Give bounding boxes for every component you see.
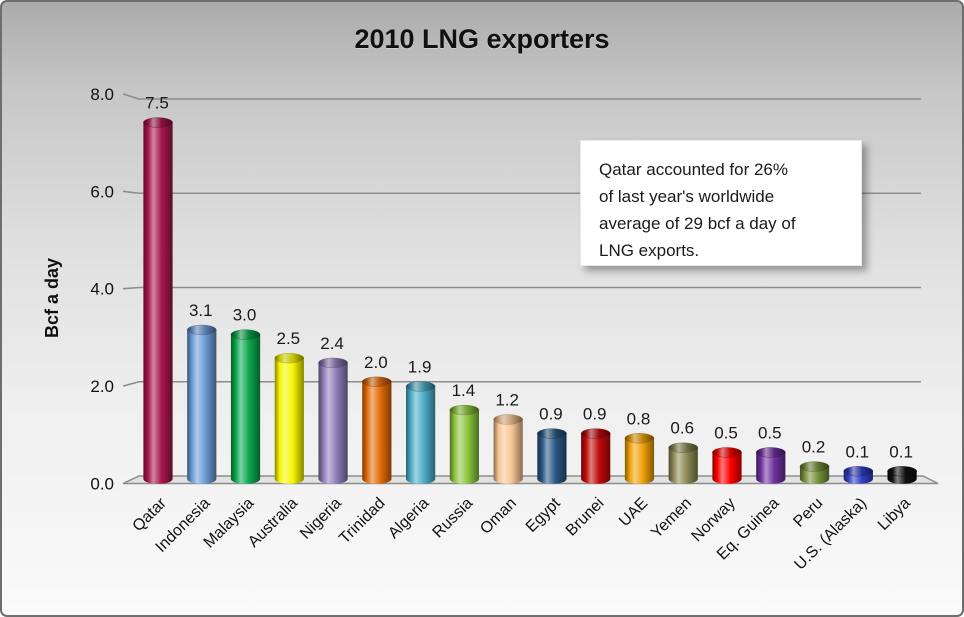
bar-cylinder <box>186 324 217 484</box>
bar-value-label: 1.4 <box>452 381 476 400</box>
category-label: Algeria <box>385 495 432 542</box>
bar-value-label: 0.5 <box>714 423 738 442</box>
bar-top-cap <box>712 447 742 458</box>
bar-top-cap <box>493 414 523 425</box>
bar-cylinder <box>624 433 655 484</box>
bar-top-cap <box>580 428 611 439</box>
bar-body <box>712 452 742 484</box>
bar-cylinder <box>712 447 742 484</box>
bar-cylinder <box>843 466 874 484</box>
bar-body <box>624 438 655 484</box>
bar-value-label: 0.6 <box>670 419 694 438</box>
bar-value-label: 1.2 <box>495 390 519 409</box>
bar-body <box>274 358 304 484</box>
bar-body <box>230 334 261 484</box>
bar-cylinder <box>580 428 611 484</box>
bar-cylinder <box>799 461 830 484</box>
bar-value-label: 2.0 <box>364 353 388 372</box>
bar-cylinder <box>143 117 173 484</box>
bar-cylinder <box>405 381 436 484</box>
bar-body <box>493 419 523 484</box>
category-label: UAE <box>616 495 651 530</box>
bar-value-label: 0.2 <box>802 438 826 457</box>
bar-cylinder <box>887 466 917 484</box>
category-label: Egypt <box>523 494 564 535</box>
gridline-connector <box>122 286 140 290</box>
bar-top-cap <box>318 357 348 369</box>
annotation-line: LNG exports. <box>599 241 700 260</box>
gridline-connector <box>122 380 140 387</box>
gridline-connector <box>122 190 140 195</box>
bar-top-cap <box>799 461 830 472</box>
bar-value-label: 2.5 <box>276 329 300 348</box>
bar-cylinder <box>318 357 348 484</box>
bar-top-cap <box>755 447 786 458</box>
bar-top-cap <box>887 466 917 477</box>
y-tick-label: 4.0 <box>90 280 114 299</box>
bar-body <box>362 381 392 484</box>
bar-top-cap <box>449 404 480 416</box>
category-label: Peru <box>790 495 826 531</box>
gridline-connector <box>122 93 140 100</box>
bar-value-label: 3.0 <box>233 306 257 325</box>
bar-value-label: 0.9 <box>583 405 607 424</box>
category-label: Trinidad <box>336 495 388 547</box>
bar-value-label: 2.4 <box>320 334 344 353</box>
category-label: Russia <box>430 495 477 542</box>
bar-body <box>668 447 698 484</box>
category-label: Qatar <box>130 494 171 535</box>
bar-top-cap <box>405 381 436 392</box>
bar-cylinder <box>537 428 567 484</box>
chart-title: 2010 LNG exporters <box>354 24 610 54</box>
annotation-line: average of 29 bcf a day of <box>599 214 796 233</box>
bar-value-label: 0.1 <box>845 442 869 461</box>
bar-body <box>187 329 217 484</box>
bar-value-label: 0.1 <box>889 442 913 461</box>
bar-body <box>449 410 479 484</box>
bar-body <box>756 452 786 484</box>
bar-body <box>318 362 348 484</box>
bar-body <box>581 433 611 484</box>
bar-body <box>537 433 567 484</box>
category-label: Brunei <box>563 495 608 540</box>
y-tick-label: 8.0 <box>90 85 114 104</box>
annotation-line: of last year's worldwide <box>599 187 775 206</box>
bar-body <box>406 386 436 484</box>
bar-top-cap <box>624 433 655 444</box>
bar-top-cap <box>274 353 305 364</box>
bar-value-label: 0.9 <box>539 405 563 424</box>
annotation-box: Qatar accounted for 26% of last year's w… <box>580 140 862 266</box>
category-label: Oman <box>477 495 520 538</box>
bar-value-label: 0.8 <box>627 409 651 428</box>
bar-cylinder <box>449 404 480 484</box>
bar-cylinder <box>274 353 305 484</box>
y-tick-label: 6.0 <box>90 182 114 201</box>
bar-top-cap <box>230 329 261 340</box>
bar-value-label: 7.5 <box>145 94 169 113</box>
bar-cylinder <box>362 376 392 484</box>
annotation-line: Qatar accounted for 26% <box>599 160 789 179</box>
bar-top-cap <box>843 466 874 477</box>
bar-top-cap <box>668 442 699 453</box>
category-label: Libya <box>875 495 914 534</box>
bar-top-cap <box>143 117 173 128</box>
bar-cylinder <box>230 329 261 484</box>
bar-value-label: 1.9 <box>408 357 432 376</box>
bar-cylinder <box>668 442 699 484</box>
bar-value-label: 3.1 <box>189 301 213 320</box>
bar-cylinder <box>755 447 786 484</box>
y-tick-label: 0.0 <box>90 475 114 494</box>
y-tick-label: 2.0 <box>90 377 114 396</box>
bar-top-cap <box>537 428 567 439</box>
bar-body <box>143 122 173 484</box>
bar-cylinder <box>493 414 523 484</box>
bar-top-cap <box>186 324 217 336</box>
bar-top-cap <box>362 376 392 387</box>
category-label: Yemen <box>648 495 695 542</box>
bar-value-label: 0.5 <box>758 423 782 442</box>
